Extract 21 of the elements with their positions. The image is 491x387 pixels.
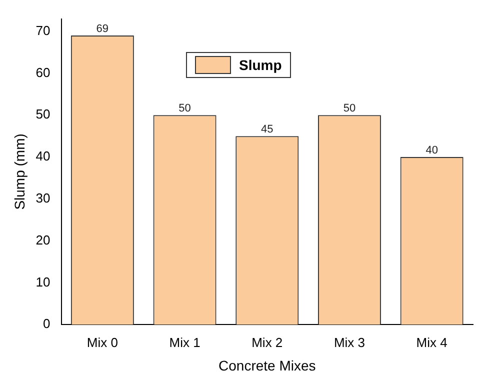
y-tick-label: 20 (36, 232, 50, 248)
data-label: 40 (426, 144, 438, 157)
data-label: 50 (178, 102, 191, 115)
y-tick-label: 10 (36, 274, 50, 290)
y-tick-label: 0 (43, 316, 50, 332)
data-label: 50 (343, 102, 356, 115)
x-tick-label: Mix 0 (86, 334, 118, 350)
x-tick-label: Mix 2 (252, 334, 283, 350)
x-tick-label: Mix 4 (416, 334, 448, 350)
data-label: 69 (96, 23, 109, 36)
y-tick-label: 30 (36, 190, 50, 206)
legend-frame: Slump (186, 52, 291, 78)
x-axis-title: Concrete Mixes (218, 357, 316, 374)
y-tick-label: 60 (36, 64, 50, 80)
y-tick-label: 40 (36, 148, 50, 164)
y-axis-title: Slump (mm) (11, 134, 28, 210)
data-label: 45 (261, 124, 274, 136)
x-tick-label: Mix 3 (334, 334, 366, 350)
y-tick-label: 50 (36, 106, 50, 122)
y-tick-label: 70 (36, 22, 50, 38)
x-tick-label: Mix 1 (169, 334, 200, 350)
